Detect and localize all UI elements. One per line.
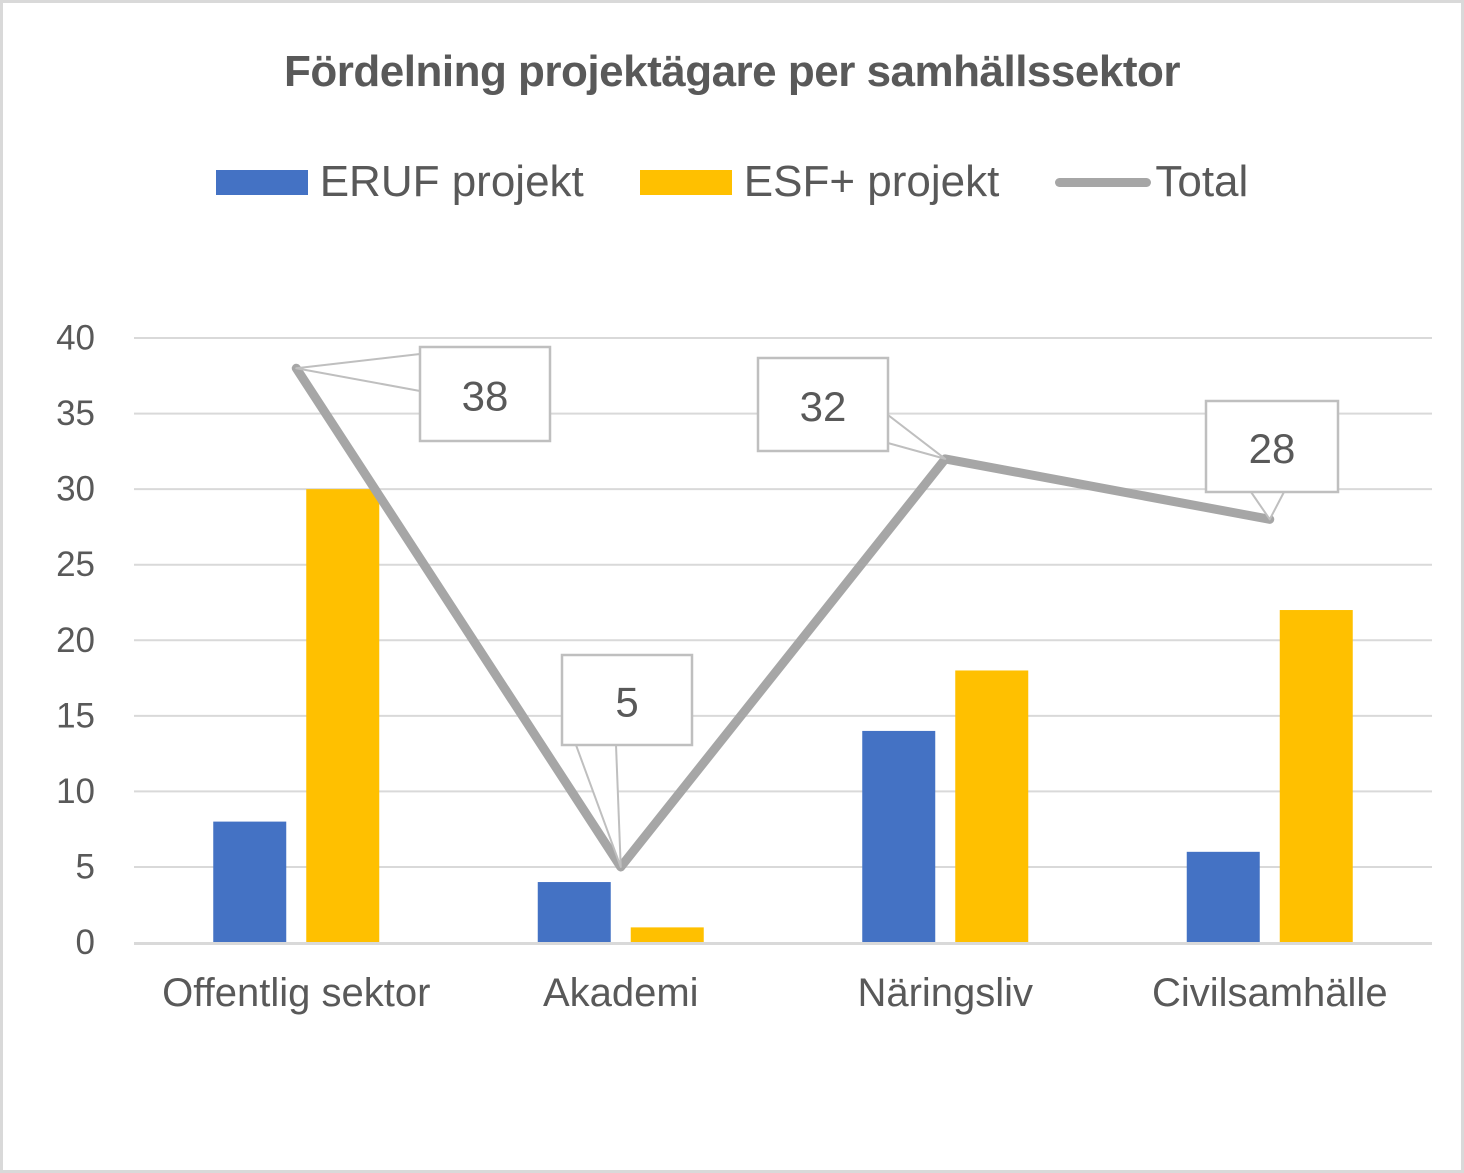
plot-area: 0 5 10 15 20 25 30 35 40 38 5 32 28 Offentlig sektor A… [56,319,1432,1015]
y-axis-tick-label: 25 [56,545,95,584]
callout-box [418,345,552,443]
legend-swatch-line-icon [1055,177,1152,187]
bar-esf+-projekt-n-ringsliv [955,670,1029,943]
legend-label-total: Total [1155,157,1249,206]
legend-item-esf-projekt: ESF+ projekt [639,157,1000,207]
legend-label-esf-projekt: ESF+ projekt [743,157,1000,206]
legend-item-total: Total [1055,157,1248,207]
y-axis-tick-label: 5 [76,847,95,886]
data-callout-akademi: 5 [560,653,694,868]
chart-legend: ERUF projekt ESF+ projekt Total [3,151,1461,213]
bar-eruf-projekt-offentlig-sektor [213,821,287,943]
x-axis-category-label: Näringsliv [857,971,1033,1015]
callout-value-label: 28 [1249,425,1296,472]
bar-eruf-projekt-n-ringsliv [862,730,936,943]
y-axis-tick-label: 40 [56,319,95,358]
callout-box [560,653,694,747]
chart-title: Fördelning projektägare per samhällssekt… [284,47,1180,96]
bar-eruf-projekt-civilsamh-lle [1186,851,1260,943]
x-axis-category-label: Akademi [543,971,699,1015]
bar-esf+-projekt-offentlig-sektor [306,489,380,943]
legend-swatch-bar-icon [215,169,308,195]
data-callout-n-ringsliv: 32 [756,356,947,460]
bar-eruf-projekt-akademi [537,882,611,943]
y-axis-tick-label: 0 [76,923,95,962]
y-axis-tick-label: 10 [56,772,95,811]
data-callout-civilsamh-lle: 28 [1204,399,1340,521]
bar-esf+-projekt-civilsamh-lle [1279,610,1353,943]
y-axis: 0 5 10 15 20 25 30 35 40 [56,319,95,963]
callout-value-label: 5 [615,679,638,726]
callout-pointer [295,353,421,392]
data-callout-offentlig-sektor: 38 [295,345,552,443]
callout-value-label: 38 [462,373,509,420]
bar-esf+-projekt-akademi [630,927,704,943]
y-axis-tick-label: 15 [56,696,95,735]
callout-box [756,356,890,453]
legend-swatch-bar-icon [639,169,732,195]
callout-value-label: 32 [800,383,847,430]
y-axis-tick-label: 30 [56,470,95,509]
y-axis-tick-label: 20 [56,621,95,660]
x-axis-category-label: Offentlig sektor [162,971,430,1015]
y-axis-tick-label: 35 [56,394,95,433]
legend-label-eruf-projekt: ERUF projekt [319,157,584,206]
callout-pointer [887,414,947,460]
bars [213,489,1353,943]
x-axis: Offentlig sektor Akademi Näringsliv Civilsa… [162,971,1387,1015]
callout-box [1204,399,1340,494]
x-axis-category-label: Civilsamhälle [1152,971,1388,1015]
total-line [291,363,1275,872]
legend-item-eruf-projekt: ERUF projekt [215,157,584,207]
